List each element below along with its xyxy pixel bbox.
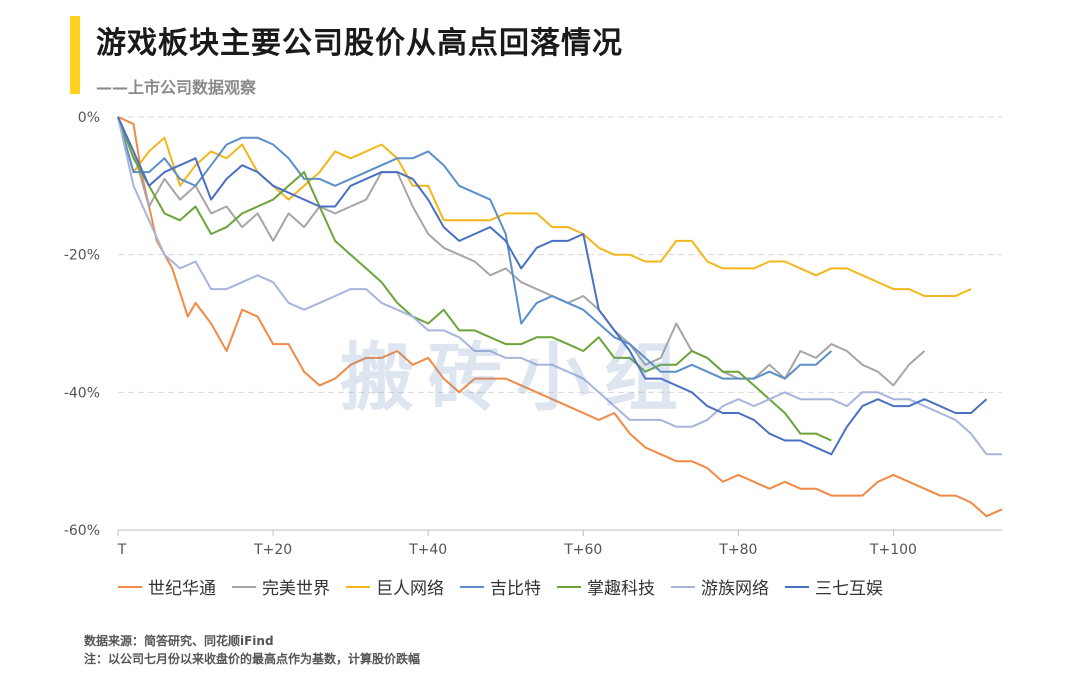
- series-line-完美世界: [117, 116, 926, 387]
- series-line-吉比特: [117, 116, 833, 380]
- series-line-游族网络: [117, 116, 1002, 456]
- legend-label: 世纪华通: [148, 579, 216, 599]
- legend-label: 游族网络: [701, 579, 769, 599]
- page-subtitle: ——上市公司数据观察: [96, 78, 257, 97]
- legend-swatch: [232, 585, 256, 588]
- legend-label: 吉比特: [490, 579, 541, 599]
- series-line-三七互娱: [117, 116, 988, 456]
- legend-item: 掌趣科技: [557, 574, 655, 599]
- series-line-巨人网络: [117, 116, 972, 297]
- x-tick-label: T+80: [718, 542, 757, 558]
- legend-swatch: [346, 585, 370, 588]
- footer-notes: 数据来源：简答研究、同花顺iFind 注：以公司七月份以来收盘价的最高点作为基数…: [84, 632, 420, 668]
- x-tick-label: T+20: [253, 542, 292, 558]
- legend-swatch: [460, 585, 484, 588]
- legend-item: 三七互娱: [785, 574, 883, 599]
- x-tick-label: T+40: [408, 542, 447, 558]
- series-line-掌趣科技: [117, 116, 832, 442]
- legend-swatch: [118, 585, 142, 588]
- legend-swatch: [785, 585, 809, 588]
- legend-swatch: [671, 585, 695, 588]
- legend-item: 巨人网络: [346, 574, 444, 599]
- y-tick-label: 0%: [78, 110, 100, 126]
- y-tick-label: -40%: [64, 385, 100, 401]
- page-title: 游戏板块主要公司股价从高点回落情况: [96, 26, 623, 61]
- legend-swatch: [557, 585, 581, 588]
- legend-item: 游族网络: [671, 574, 769, 599]
- chart-legend: 世纪华通 完美世界 巨人网络 吉比特 掌趣科技 游族网络 三七互娱: [118, 574, 899, 599]
- legend-label: 完美世界: [262, 579, 330, 599]
- legend-item: 完美世界: [232, 574, 330, 599]
- y-tick-label: -60%: [64, 523, 100, 539]
- watermark-text: 搬砖小组: [340, 335, 692, 421]
- x-tick-label: T: [117, 542, 127, 558]
- source-note: 数据来源：简答研究、同花顺iFind: [84, 634, 274, 648]
- legend-item: 世纪华通: [118, 574, 216, 599]
- title-accent-bar: [70, 16, 80, 94]
- y-tick-label: -20%: [64, 248, 100, 264]
- x-tick-label: T+100: [869, 542, 917, 558]
- legend-label: 三七互娱: [815, 579, 883, 599]
- x-tick-label: T+60: [563, 542, 602, 558]
- legend-item: 吉比特: [460, 574, 541, 599]
- base-note: 注：以公司七月份以来收盘价的最高点作为基数，计算股价跌幅: [84, 652, 421, 666]
- series-line-世纪华通: [117, 116, 1003, 518]
- legend-label: 巨人网络: [376, 579, 444, 599]
- legend-label: 掌趣科技: [587, 579, 655, 599]
